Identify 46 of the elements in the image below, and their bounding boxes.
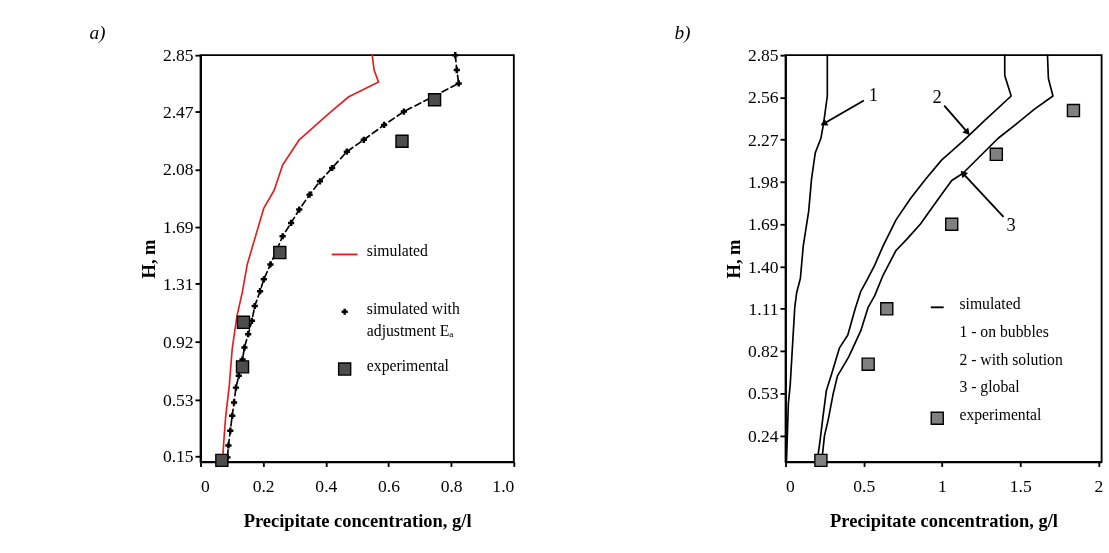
y-tick-label: 2.27: [747, 129, 779, 150]
x-tick-label: 0: [201, 475, 211, 496]
x-tick-label: 0.4: [315, 475, 338, 496]
y-tick-label: 1.69: [747, 214, 779, 235]
x-tick-label: 2: [1094, 475, 1104, 496]
legend-label: experimental: [959, 406, 1043, 425]
y-tick-label: 2.56: [747, 87, 779, 108]
legend-label: simulated with adjustment Eₐ: [366, 299, 460, 340]
y-tick-label: 1.11: [748, 298, 779, 319]
x-axis-title: Precipitate concentration, g/l: [830, 510, 1058, 531]
x-tick-label: 0.2: [252, 475, 275, 496]
y-tick-label: 2.08: [162, 159, 194, 180]
y-tick-label: 1.31: [162, 273, 194, 294]
y-tick-label: 1.69: [162, 217, 194, 238]
y-tick-label: 0.53: [162, 389, 194, 410]
x-tick-label: 0.6: [378, 475, 401, 496]
x-axis-title: Precipitate concentration, g/l: [243, 510, 472, 531]
x-tick-label: 0: [786, 475, 795, 496]
annotation: 2: [932, 86, 942, 107]
y-axis-title: H, m: [724, 238, 745, 279]
annotation: 1 - on bubbles: [959, 322, 1049, 340]
y-tick-label: 2.85: [162, 45, 194, 66]
x-tick-label: 1.5: [1009, 475, 1032, 496]
x-tick-label: 0.5: [853, 475, 876, 496]
annotation: simulated: [959, 295, 1021, 313]
y-axis-title: H, m: [139, 238, 160, 279]
annotation: 2 - with solution: [959, 350, 1063, 368]
annotation: 3: [1006, 214, 1016, 235]
x-tick-label: 0.8: [440, 475, 463, 496]
y-tick-label: 0.53: [747, 383, 779, 404]
y-tick-label: 0.92: [162, 331, 194, 352]
y-tick-label: 2.85: [747, 45, 779, 66]
chart-title: b): [674, 22, 691, 45]
y-tick-label: 0.82: [747, 341, 779, 362]
legend-label: experimental: [366, 356, 450, 375]
chart-title: a): [89, 22, 106, 45]
y-tick-label: 0.15: [162, 445, 194, 466]
x-tick-label: 1.0: [492, 475, 515, 496]
annotation: 1: [868, 84, 879, 105]
y-tick-label: 1.40: [747, 256, 779, 277]
x-tick-label: 1: [938, 475, 947, 496]
y-tick-label: 0.24: [747, 425, 779, 446]
annotation: 3 - global: [959, 378, 1021, 397]
y-tick-label: 2.47: [162, 101, 194, 122]
legend-label: simulated: [366, 242, 429, 260]
y-tick-label: 1.98: [747, 172, 779, 193]
